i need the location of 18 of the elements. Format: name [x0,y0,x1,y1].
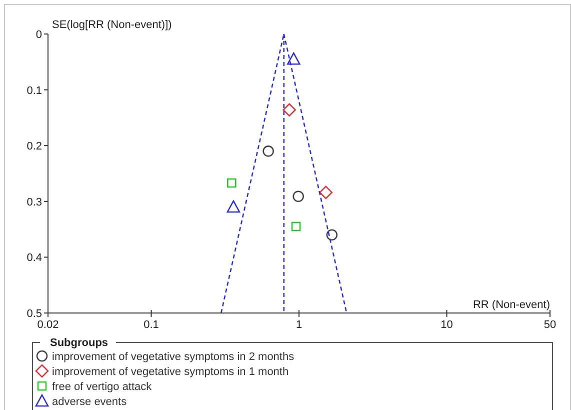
x-tick-label: 0.02 [37,319,59,331]
x-tick-label: 50 [544,319,556,331]
x-tick-label: 1 [296,319,302,331]
y-tick-label: 0.1 [26,84,42,97]
y-axis-title: SE(log[RR (Non-event)]) [52,19,172,31]
y-tick-label: 0 [36,29,42,41]
x-axis-title: RR (Non-event) [472,299,550,311]
x-tick-label: 10 [440,319,453,331]
legend-label: adverse events [52,396,128,408]
legend-label: improvement of vegetative symptoms in 2 months [52,351,295,363]
y-tick-label: 0.3 [26,196,42,208]
x-tick-label: 0.1 [144,319,159,331]
legend-label: improvement of vegetative symptoms in 1 month [52,366,289,378]
legend-title: Subgroups [50,337,108,349]
y-tick-label: 0.2 [26,140,42,153]
legend-label: free of vertigo attack [52,381,152,393]
y-tick-label: 0.5 [26,308,42,320]
y-tick-label: 0.4 [26,252,42,264]
